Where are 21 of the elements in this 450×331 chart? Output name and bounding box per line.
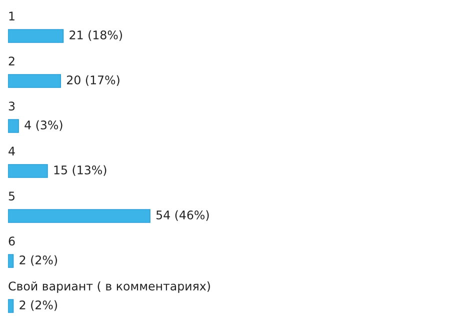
bar [8, 119, 19, 133]
bar [8, 74, 62, 88]
y-tick-label: 2 [8, 56, 14, 66]
data-label: 4 (3%) [24, 120, 62, 131]
data-label: 54 (46%) [156, 210, 209, 221]
data-label: 21 (18%) [70, 30, 122, 41]
bar [8, 209, 150, 223]
data-label: 15 (13%) [54, 165, 106, 176]
y-tick-label: 4 [8, 146, 15, 156]
data-label: 20 (17%) [67, 75, 120, 86]
y-tick-label: 1 [9, 12, 14, 20]
y-tick-label: 3 [8, 102, 15, 111]
data-label: 2 (2%) [20, 300, 58, 311]
data-label: 2 (2%) [20, 255, 58, 266]
y-tick-label: Свой вариант ( в комментариях) [8, 281, 210, 293]
y-tick-label: 6 [8, 236, 15, 246]
y-tick-label: 5 [8, 192, 14, 201]
bar [8, 29, 64, 43]
bar [8, 254, 14, 268]
bar [8, 299, 14, 313]
bar [8, 164, 48, 178]
